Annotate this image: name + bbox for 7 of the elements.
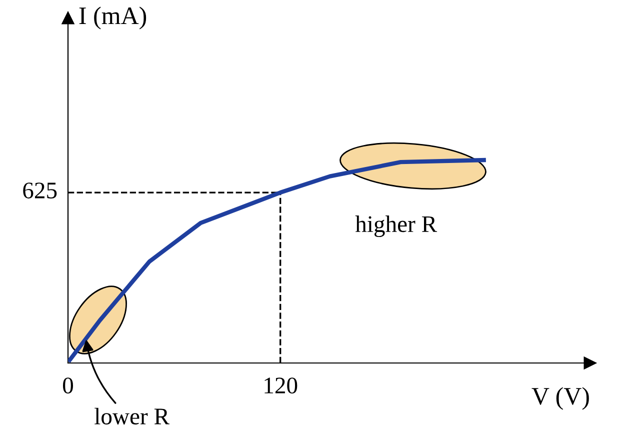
x-tick-label: 120	[264, 378, 298, 394]
text: 625	[23, 182, 57, 198]
text: I (mA)	[79, 6, 146, 30]
annotation: higher R	[355, 216, 438, 237]
x-tick-label: 0	[62, 378, 74, 394]
x-axis-title: V (V)	[532, 387, 589, 410]
annotation: lower R	[94, 408, 170, 424]
